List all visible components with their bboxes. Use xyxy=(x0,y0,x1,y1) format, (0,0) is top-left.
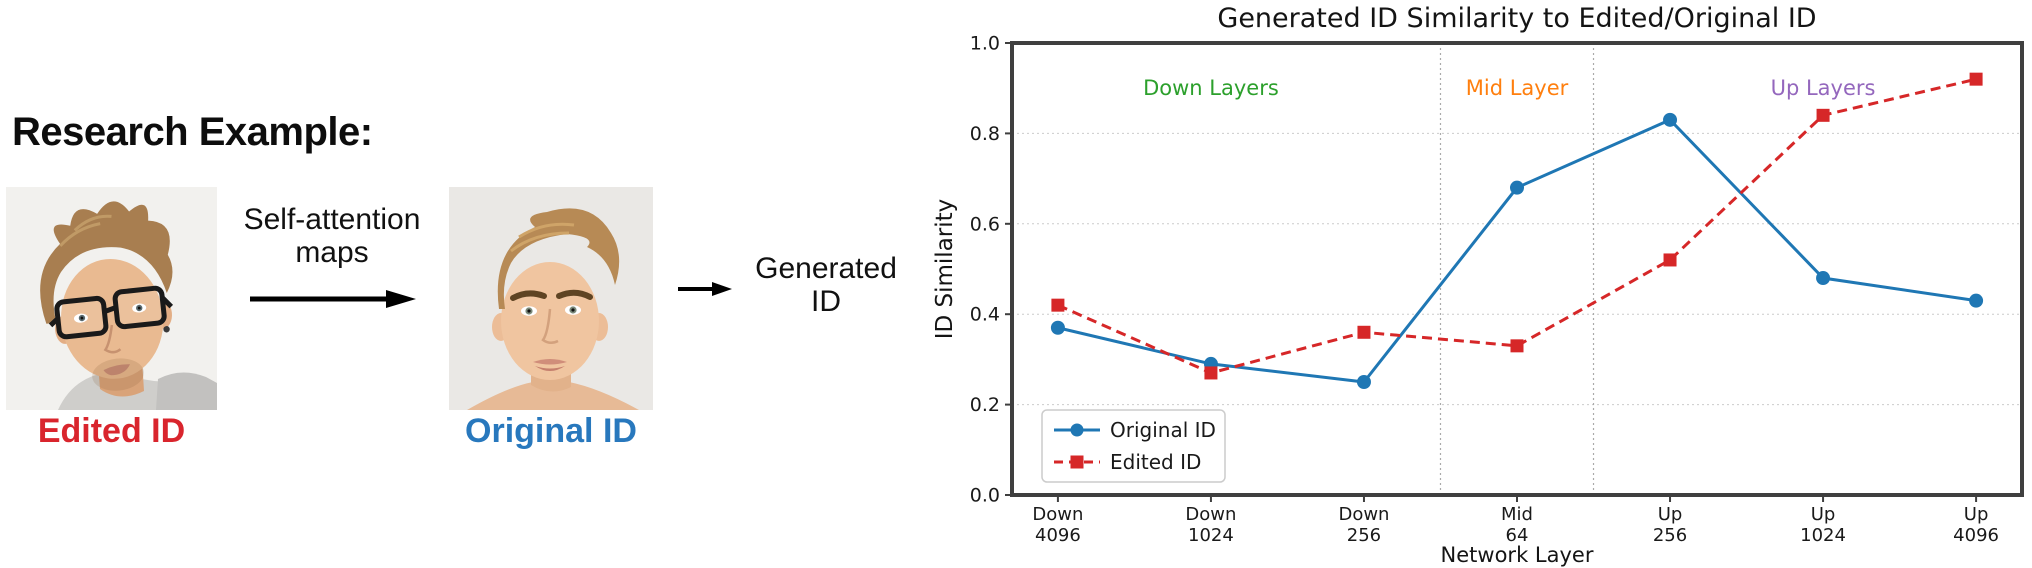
caption-line: Generated xyxy=(755,252,897,285)
data-point xyxy=(1357,325,1371,339)
x-axis-label: Network Layer xyxy=(1441,543,1594,567)
legend-label: Original ID xyxy=(1110,418,1216,442)
data-point xyxy=(1051,298,1065,312)
chart-legend: Original ID Edited ID xyxy=(1041,409,1226,483)
original-id-photo xyxy=(449,187,653,410)
y-tick-label: 1.0 xyxy=(970,33,1000,55)
x-tick-label: Up 4096 xyxy=(1953,504,1999,546)
y-tick-label: 0.8 xyxy=(970,123,1000,145)
self-attention-caption: Self-attention maps xyxy=(225,203,439,269)
chart-title: Generated ID Similarity to Edited/Origin… xyxy=(1217,3,1816,34)
generated-id-caption: Generated ID xyxy=(740,252,912,318)
page-title: Research Example: xyxy=(12,110,373,154)
y-axis-label: ID Similarity xyxy=(932,199,958,340)
generated-id-arrow xyxy=(678,282,732,296)
data-point xyxy=(1969,293,1984,308)
layer-separator-lines xyxy=(1439,43,1595,495)
y-tick-label: 0.2 xyxy=(970,394,1000,416)
caption-line: Self-attention xyxy=(243,203,421,236)
series-edited-id xyxy=(1051,72,1983,380)
data-point xyxy=(1050,320,1065,335)
annotation-mid-layer: Mid Layer xyxy=(1466,76,1569,100)
series-original-id xyxy=(1050,112,1984,389)
x-tick-label: Mid 64 xyxy=(1501,504,1533,546)
x-tick-label: Down 256 xyxy=(1338,504,1389,546)
legend-label: Edited ID xyxy=(1110,450,1201,474)
x-axis-ticks: Down 4096 Down 1024 Down 256 Mid 64 Up 256 Up 1024 U… xyxy=(1032,497,1999,546)
x-tick-label: Down 4096 xyxy=(1032,504,1083,546)
similarity-chart: Down Layers Mid Layer Up Layers0.00.20.40.… xyxy=(932,3,2024,567)
data-point xyxy=(1356,375,1371,389)
chart-annotations: Down Layers Mid Layer Up Layers xyxy=(1143,76,1875,100)
x-tick-label: Up 256 xyxy=(1653,504,1687,546)
y-tick-label: 0.4 xyxy=(970,304,1000,326)
glasses xyxy=(48,285,174,340)
data-point xyxy=(1969,72,1983,86)
edited-id-photo xyxy=(6,187,217,410)
y-axis-ticks: 0.0 0.2 0.4 0.6 0.8 1.0 xyxy=(970,33,1010,507)
x-tick-label: Up 1024 xyxy=(1800,504,1846,546)
data-point xyxy=(1663,112,1678,127)
data-point xyxy=(1816,108,1830,122)
data-point xyxy=(1510,180,1524,195)
data-point xyxy=(1816,271,1831,286)
y-tick-label: 0.6 xyxy=(970,213,1000,235)
annotation-down-layers: Down Layers xyxy=(1143,76,1279,100)
caption-line: ID xyxy=(811,285,841,318)
self-attention-arrow xyxy=(250,290,416,308)
y-tick-label: 0.0 xyxy=(970,485,1000,507)
data-point xyxy=(1510,339,1524,353)
original-id-label: Original ID xyxy=(465,412,637,450)
data-point xyxy=(1663,253,1677,267)
plot-border xyxy=(1010,41,2024,497)
data-point xyxy=(1204,366,1218,380)
annotation-up-layers: Up Layers xyxy=(1771,76,1876,100)
caption-line: maps xyxy=(295,236,369,269)
x-tick-label: Down 1024 xyxy=(1185,504,1236,546)
chart-gridlines xyxy=(1012,132,2022,406)
edited-id-label: Edited ID xyxy=(37,412,186,450)
